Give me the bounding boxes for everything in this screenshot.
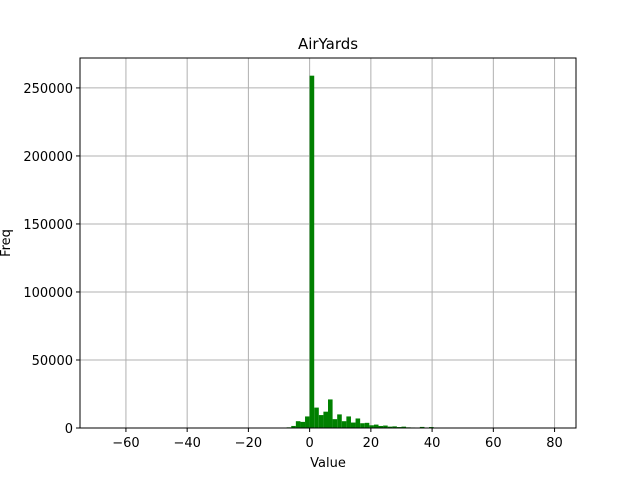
x-tick-label: 60 [485,436,502,451]
x-tick-label: −40 [173,436,200,451]
x-tick-label: −60 [112,436,139,451]
histogram-bar [373,424,379,428]
histogram-bar [291,425,296,428]
histogram-bar [383,425,388,428]
histogram-bars [286,75,443,428]
histogram-bar [378,425,384,428]
x-axis-ticks: −60 −40 −20 0 20 40 60 80 [112,428,563,451]
histogram-bar [364,422,370,428]
histogram-bar [337,414,342,428]
y-tick-label: 200000 [23,150,73,165]
chart-title: AirYards [298,35,358,53]
x-tick-label: −20 [235,436,262,451]
y-tick-label: 0 [65,422,73,437]
y-tick-label: 250000 [23,82,73,97]
histogram-bar [295,421,301,428]
y-tick-label: 150000 [23,218,73,233]
histogram-bar [332,419,338,428]
histogram-bar [346,416,351,428]
histogram-bar [369,425,374,428]
histogram-bar [300,421,306,428]
histogram-bar [323,411,328,428]
histogram-bar [360,423,365,428]
histogram-bar [401,426,407,428]
histogram-bar [328,399,333,428]
histogram-bar [355,418,361,428]
x-tick-label: 80 [546,436,563,451]
histogram-bar [305,416,310,428]
histogram-bar [314,407,319,428]
histogram-bar [341,421,347,428]
grid-lines [80,58,576,429]
x-axis-label: Value [310,456,346,471]
plot-frame [79,57,577,429]
x-tick-label: 0 [305,436,313,451]
histogram-bar [318,415,324,428]
x-tick-label: 20 [363,436,380,451]
y-axis-ticks: 0 50000 100000 150000 200000 250000 [23,82,80,437]
histogram-bar [387,426,393,428]
histogram-bar [419,426,425,428]
histogram-bar [309,75,315,428]
y-tick-label: 50000 [32,354,73,369]
histogram-bar [392,426,397,428]
histogram-bar [350,422,356,428]
y-axis-label: Freq [0,229,14,257]
y-tick-label: 100000 [23,286,73,301]
x-tick-label: 40 [424,436,441,451]
